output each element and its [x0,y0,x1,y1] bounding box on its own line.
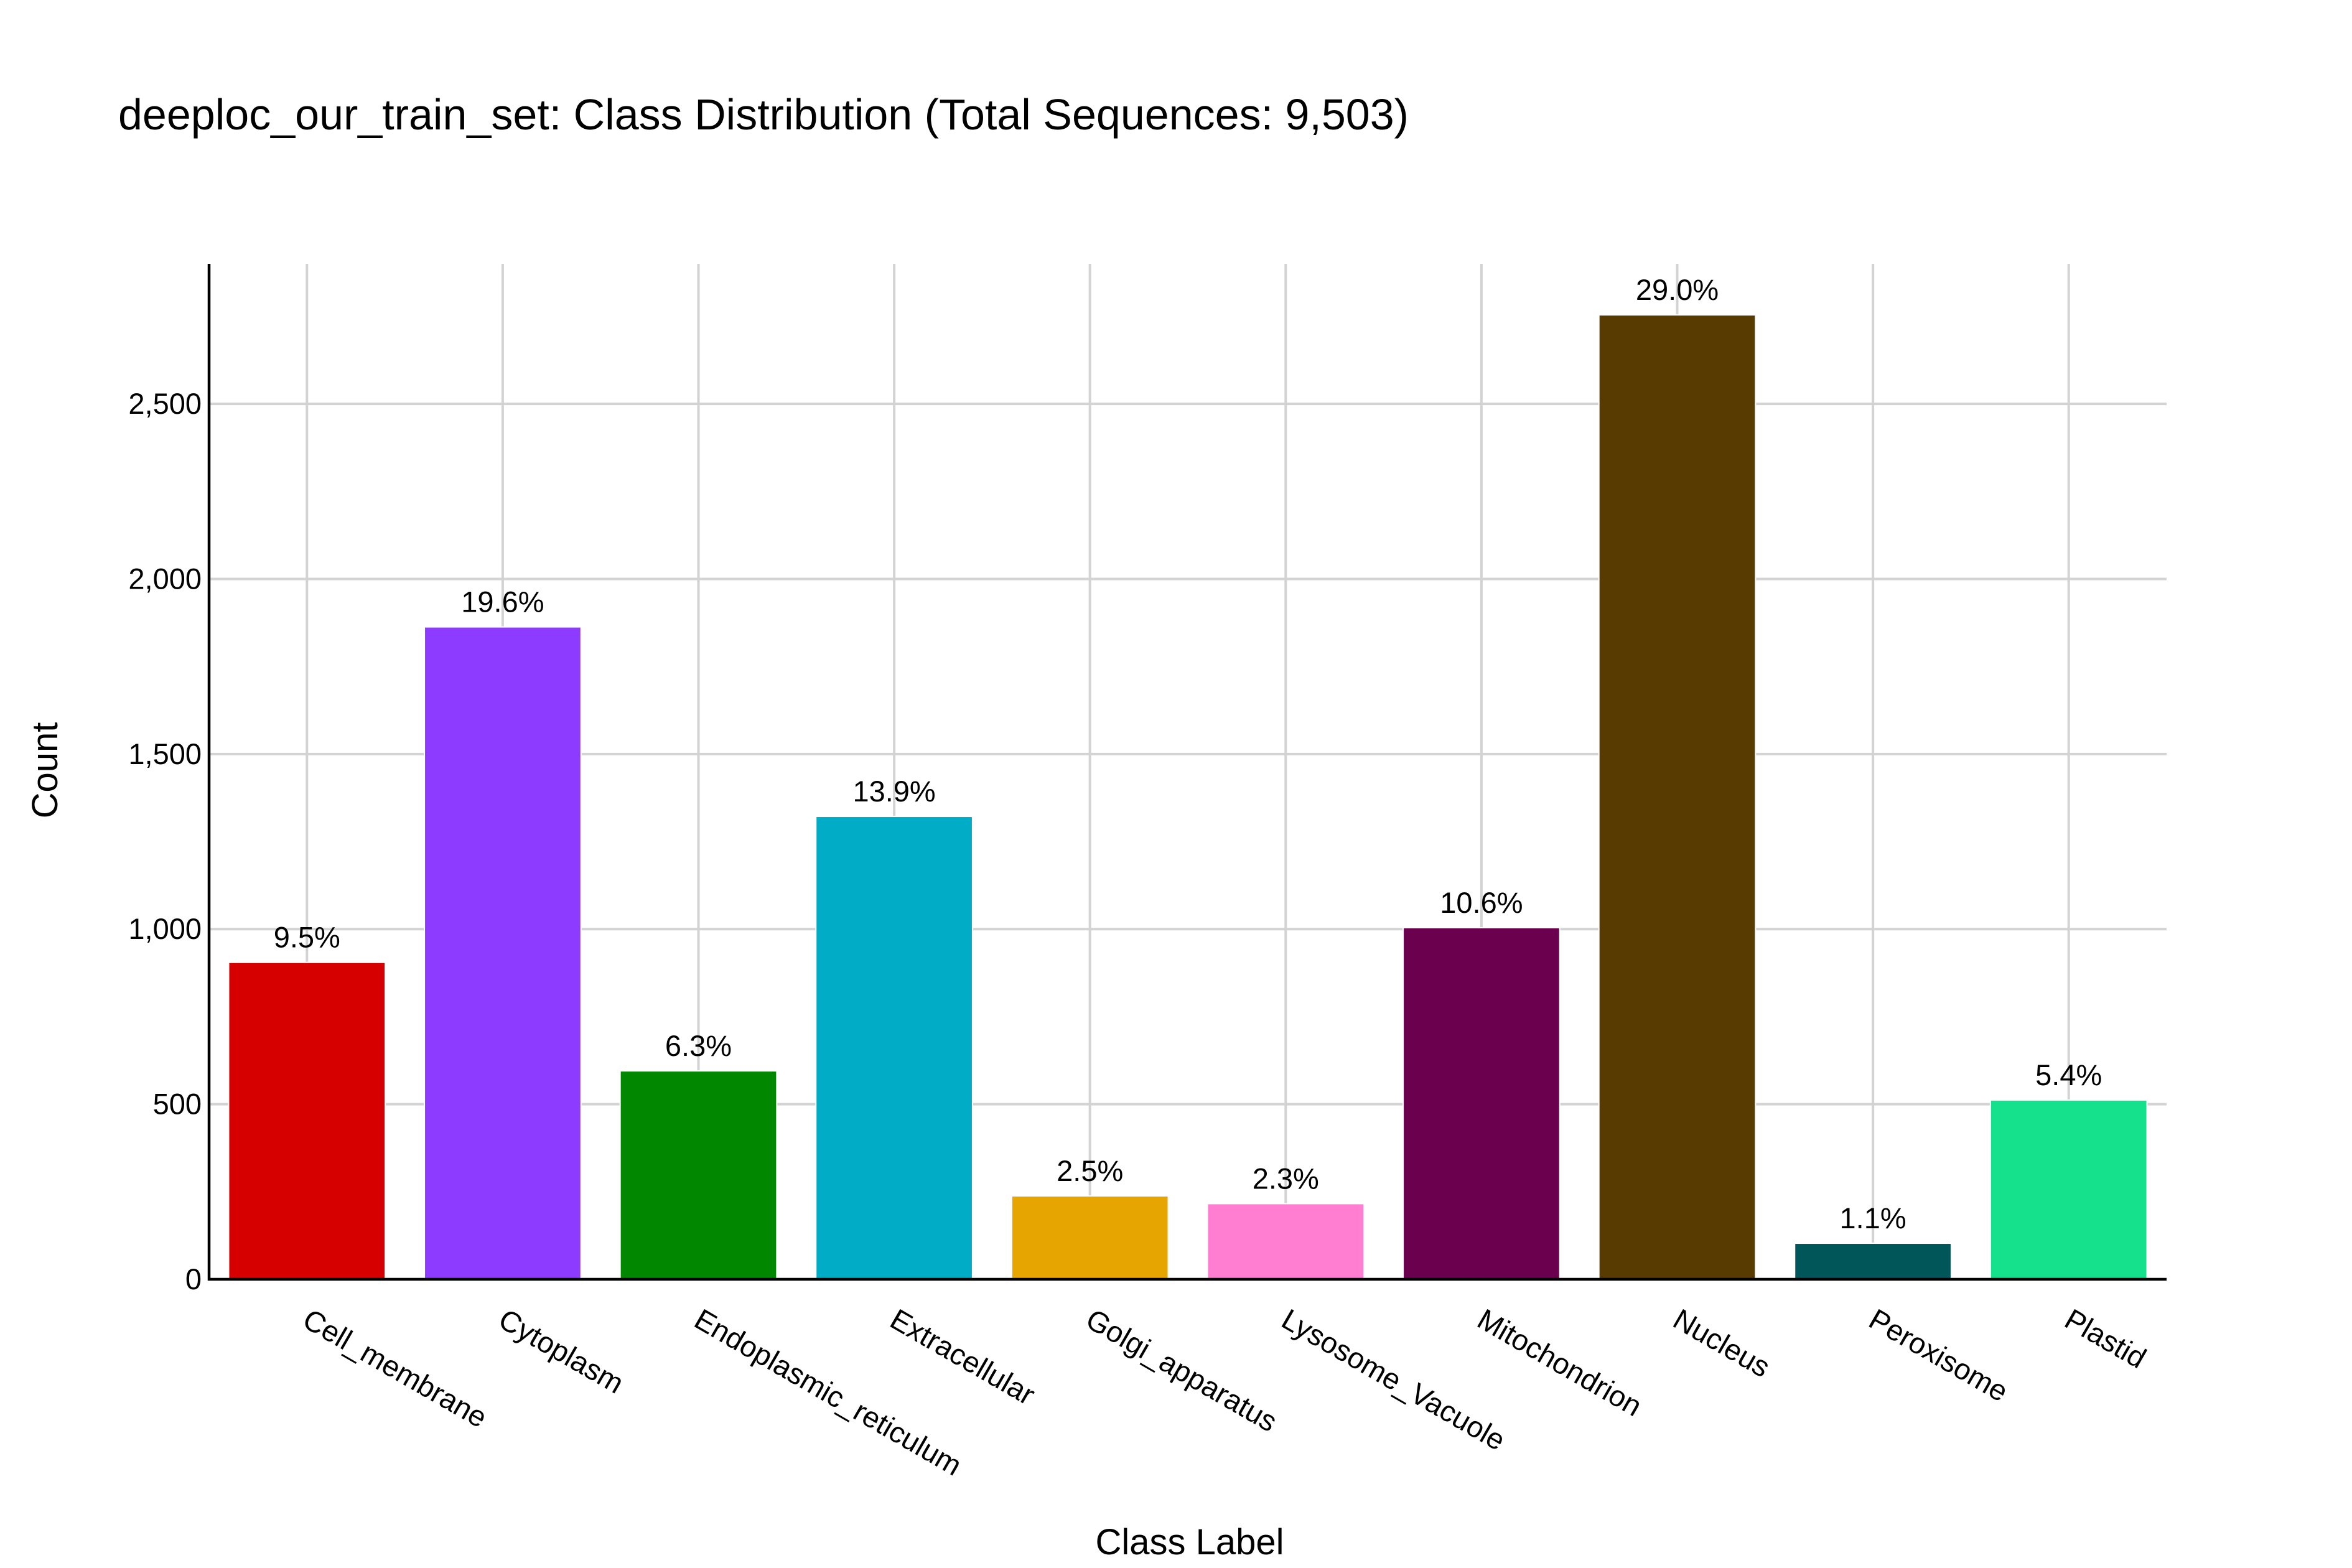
bar-golgi-apparatus [1010,1195,1169,1281]
chart-title: deeploc_our_train_set: Class Distributio… [118,90,1409,139]
data-label: 5.4% [2035,1058,2102,1091]
y-tick-label: 500 [153,1088,202,1121]
data-label: 6.3% [665,1029,732,1062]
bar-cytoplasm [424,626,582,1280]
bar-plastid [1989,1099,2148,1280]
bar-peroxisome [1794,1243,1952,1281]
data-label: 2.3% [1253,1162,1319,1195]
y-tick-label: 1,500 [128,737,202,770]
bar-lysosome-vacuole [1206,1203,1365,1280]
axes [207,264,2167,1281]
y-tick-labels: 0 500 1,000 1,500 2,000 2,500 [128,387,202,1295]
bar-cell-membrane [228,961,386,1281]
bars [228,314,2148,1281]
bar-mitochondrion [1402,926,1561,1280]
x-axis-title: Class Label [1095,1522,1284,1562]
data-label: 9.5% [274,921,340,954]
y-tick-label: 2,000 [128,562,202,595]
data-label: 10.6% [1440,886,1523,919]
data-label: 1.1% [1840,1202,1906,1234]
data-label: 29.0% [1636,273,1719,306]
bar-endoplasmic-reticulum [619,1070,778,1280]
y-axis-title: Count [25,722,65,819]
y-tick-label: 2,500 [128,387,202,420]
data-label: 19.6% [461,586,544,618]
data-label: 13.9% [852,775,935,808]
bar-nucleus [1598,314,1757,1281]
y-tick-label: 0 [185,1262,202,1295]
y-tick-label: 1,000 [128,912,202,945]
data-label: 2.5% [1057,1154,1123,1187]
bar-extracellular [815,816,973,1280]
data-labels: 9.5% 19.6% 6.3% 13.9% 2.5% 2.3% 10.6% 29.0% 1.1%… [274,273,2102,1234]
